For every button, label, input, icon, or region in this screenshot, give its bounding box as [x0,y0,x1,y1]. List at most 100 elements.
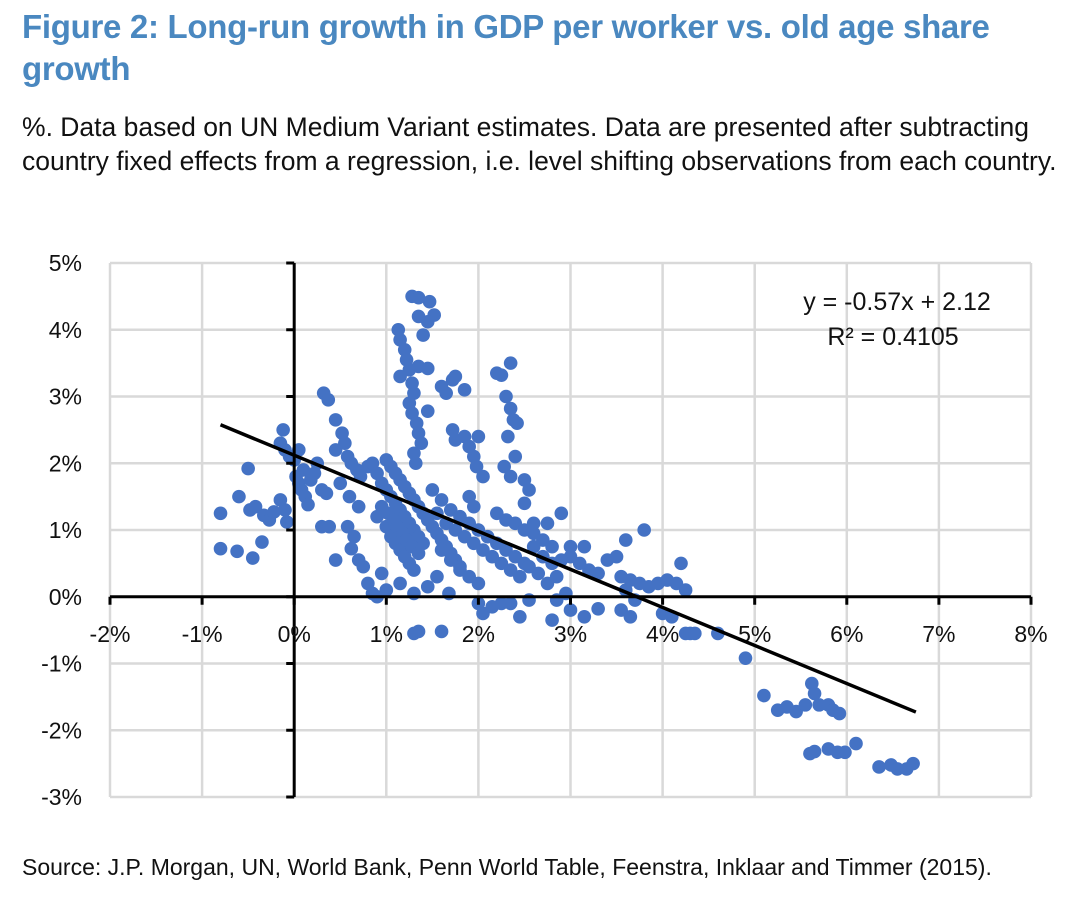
data-point [497,459,511,474]
x-tick-label: 1% [370,621,403,647]
data-point [213,506,228,521]
data-point [545,613,559,627]
data-point [230,544,244,559]
data-point [554,506,569,521]
data-point [501,429,515,444]
data-point [422,294,437,309]
data-point [872,760,886,774]
tick-labels: -2% -1% 0% 1% 2% 3% 4% 5% 6% 7% 8%5%4%3%2%1%0%-1%-… [41,250,1048,810]
x-tick-label: 8% [1014,621,1047,647]
data-point [411,546,426,561]
data-point [342,489,357,504]
data-point [503,401,518,416]
x-tick-label: 0% [278,621,311,647]
data-point [393,369,407,384]
data-point [503,596,518,611]
data-point [328,553,343,567]
y-tick-label: 4% [49,317,82,343]
data-point [340,519,355,534]
data-point [420,361,435,376]
data-point [591,601,605,616]
x-tick-label: -2% [90,621,131,647]
data-point [241,461,255,476]
data-point [439,386,453,400]
data-point [414,436,429,451]
figure-title: Figure 2: Long-run growth in GDP per wor… [22,8,990,87]
data-point [301,497,315,512]
data-point [678,583,693,597]
data-point [278,503,292,517]
y-tick-label: 3% [49,384,82,410]
data-point [425,483,440,497]
data-point [319,486,334,501]
x-tick-label: 7% [922,621,955,647]
data-point [757,688,771,703]
data-point [443,553,458,567]
data-point [838,745,852,760]
data-point [347,529,361,544]
x-tick-label: 6% [830,621,863,647]
data-point [540,516,555,531]
data-point [526,516,541,531]
data-point [322,519,336,534]
scatter-points [213,289,920,776]
y-tick-label: -3% [41,784,82,810]
data-point [849,736,863,751]
data-point [471,576,486,591]
data-point [434,624,449,639]
data-point [618,533,633,547]
data-point [517,496,532,511]
data-point [232,489,246,504]
data-point [280,515,294,529]
data-point [434,493,449,507]
data-point [499,389,513,404]
figure-subtitle: %. Data based on UN Medium Variant estim… [22,112,1057,176]
data-point [457,383,472,397]
data-point [356,559,371,574]
data-point [807,686,822,701]
data-point [526,539,541,554]
data-point [503,356,518,370]
data-point [407,563,421,577]
data-point [545,539,559,554]
data-point [213,541,228,556]
data-point [494,368,509,382]
data-point [333,476,348,491]
data-point [245,551,260,565]
data-point [563,539,578,554]
data-point [469,459,484,474]
data-point [328,443,343,457]
data-point [476,469,490,484]
data-point [267,505,281,519]
y-tick-label: 5% [49,250,82,276]
y-tick-label: 0% [49,584,82,610]
data-point [471,429,486,444]
data-point [577,609,592,624]
data-point [674,556,688,571]
data-point [328,413,343,427]
data-point [577,539,592,554]
data-point [393,576,407,591]
data-point [420,579,435,594]
x-tick-label: -1% [182,621,223,647]
data-point [430,569,444,584]
trendline-r-squared: R² = 0.4105 [827,323,958,351]
data-point [549,569,564,584]
y-tick-label: -2% [41,717,82,743]
data-point [798,698,813,712]
data-point [434,543,449,557]
data-point [276,423,290,437]
trendline [219,423,917,714]
data-point [448,369,463,384]
data-point [420,314,435,329]
data-point [408,456,423,471]
data-point [832,706,847,721]
y-tick-label: 1% [49,517,82,543]
data-point [531,566,546,581]
data-point [503,469,518,484]
y-tick-label: -1% [41,651,82,677]
data-point [420,404,435,418]
data-point [411,290,426,305]
x-tick-label: 3% [554,621,587,647]
data-point [609,549,624,564]
